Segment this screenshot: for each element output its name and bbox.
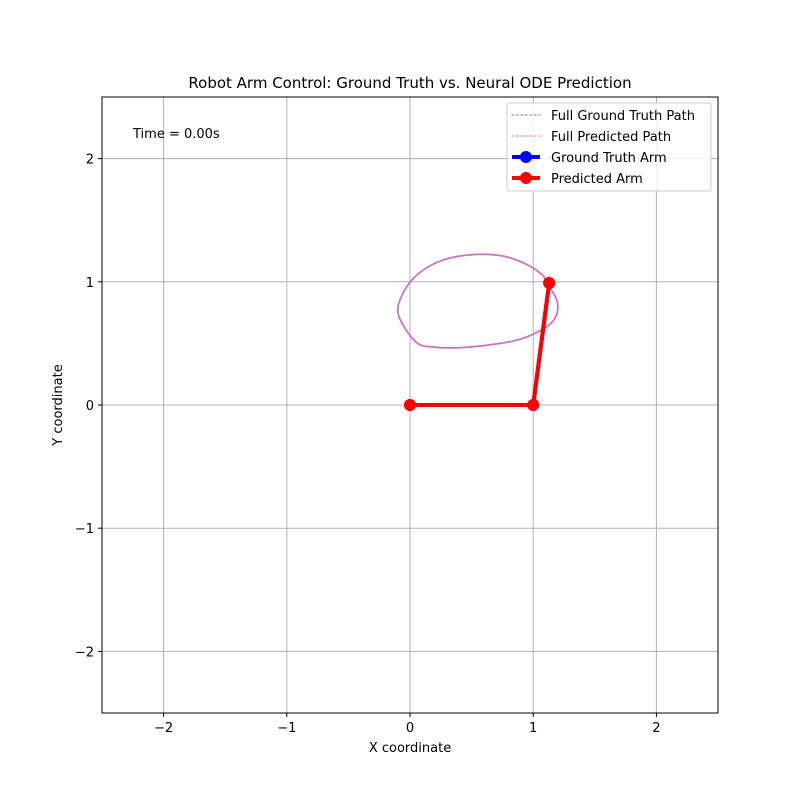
chart-title: Robot Arm Control: Ground Truth vs. Neur… — [188, 74, 631, 92]
axis-ticks: −2 −1 0 1 2 −2 −1 0 1 2 — [75, 153, 661, 736]
arm-series — [404, 277, 556, 411]
legend-ground-truth-arm-marker — [520, 151, 532, 163]
legend-box — [506, 102, 712, 192]
legend-predicted-arm-label: Predicted Arm — [551, 172, 643, 187]
time-annotation: Time = 0.00s — [132, 127, 220, 142]
legend-ground-truth-arm-label: Ground Truth Arm — [551, 151, 667, 166]
x-tick-label: −1 — [277, 721, 296, 736]
ground-truth-arm-line — [410, 282, 552, 407]
predicted-path-line — [396, 253, 559, 349]
predicted-arm-line — [410, 282, 552, 407]
y-tick-label: 0 — [86, 399, 94, 414]
y-tick-label: −1 — [75, 522, 94, 537]
legend-predicted-path-label: Full Predicted Path — [551, 130, 671, 145]
y-tick-label: 2 — [86, 153, 94, 168]
x-tick-label: 1 — [529, 721, 537, 736]
legend-ground-truth-path-label: Full Ground Truth Path — [551, 109, 695, 124]
x-tick-label: −2 — [154, 721, 173, 736]
legend-predicted-arm-marker — [520, 172, 532, 184]
x-axis-label: X coordinate — [369, 741, 451, 756]
ground-truth-path-line — [396, 253, 559, 349]
y-axis-label: Y coordinate — [51, 364, 66, 446]
trajectory-paths — [396, 253, 559, 349]
y-tick-label: 1 — [86, 276, 94, 291]
y-tick-label: −2 — [75, 645, 94, 660]
x-tick-label: 2 — [652, 721, 660, 736]
predicted-arm-joint — [404, 399, 416, 411]
predicted-arm-joint — [527, 399, 540, 411]
legend: Full Ground Truth Path Full Predicted Pat… — [506, 102, 712, 192]
x-tick-label: 0 — [406, 721, 414, 736]
predicted-arm-joint — [543, 277, 556, 290]
